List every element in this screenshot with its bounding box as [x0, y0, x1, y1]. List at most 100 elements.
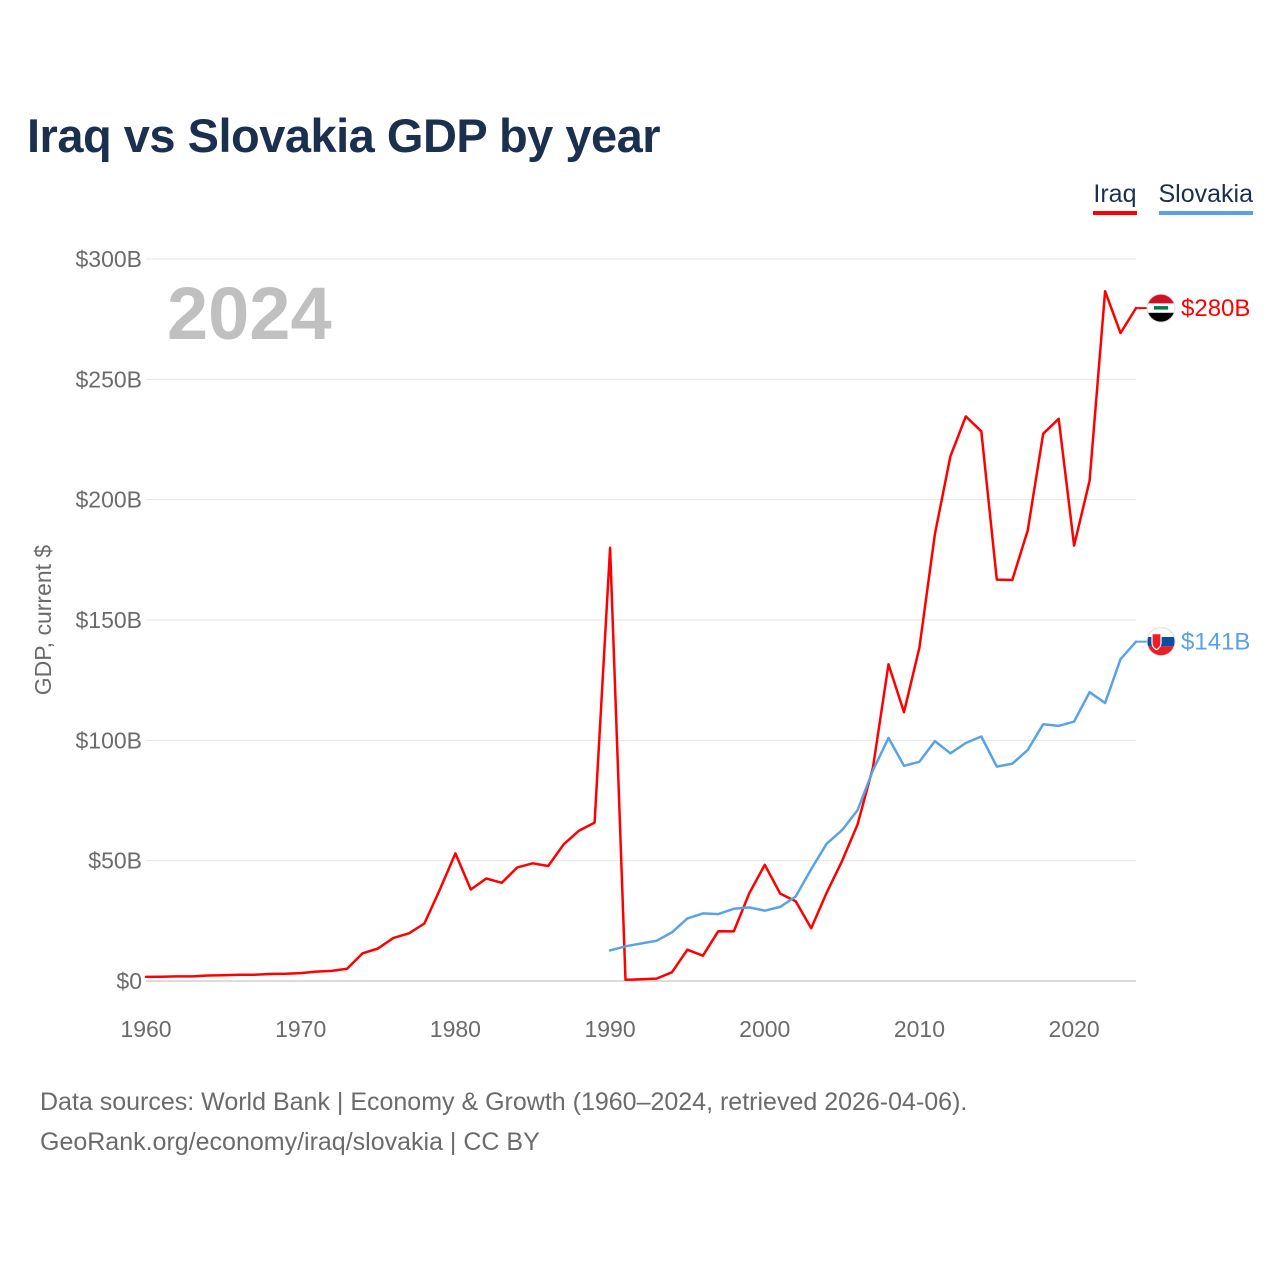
- data-point-iraq: [948, 454, 953, 459]
- data-point-iraq: [453, 851, 458, 856]
- legend-item-slovakia[interactable]: Slovakia: [1158, 180, 1253, 215]
- data-point-slovakia: [1056, 723, 1061, 728]
- data-point-iraq: [886, 662, 891, 667]
- data-point-slovakia: [762, 908, 767, 913]
- data-point-iraq: [422, 921, 427, 926]
- data-point-iraq: [406, 931, 411, 936]
- data-point-iraq: [778, 891, 783, 896]
- data-point-slovakia: [871, 768, 876, 773]
- data-point-iraq: [608, 545, 613, 550]
- data-point-iraq: [700, 953, 705, 958]
- source-line-2[interactable]: GeoRank.org/economy/iraq/slovakia | CC B…: [40, 1128, 540, 1156]
- data-point-iraq: [716, 929, 721, 934]
- data-point-iraq: [376, 946, 381, 951]
- data-point-slovakia: [855, 808, 860, 813]
- series-line-slovakia: [608, 640, 1138, 952]
- data-point-slovakia: [1072, 719, 1077, 724]
- data-point-iraq: [252, 972, 257, 977]
- legend-item-iraq[interactable]: Iraq: [1093, 180, 1137, 215]
- data-point-slovakia: [716, 912, 721, 917]
- data-point-iraq: [1041, 431, 1046, 436]
- data-point-iraq: [468, 887, 473, 892]
- data-point-iraq: [314, 969, 319, 974]
- data-point-iraq: [1010, 578, 1015, 583]
- data-point-slovakia: [932, 739, 937, 744]
- data-point-iraq: [793, 899, 798, 904]
- data-point-slovakia: [639, 941, 644, 946]
- data-point-iraq: [654, 976, 659, 981]
- series-lines: [144, 289, 1138, 982]
- data-point-iraq: [1056, 416, 1061, 421]
- data-point-iraq: [639, 977, 644, 982]
- data-point-slovakia: [731, 906, 736, 911]
- slovakia-flag-icon: [1146, 627, 1176, 657]
- data-point-iraq: [1087, 478, 1092, 483]
- data-point-iraq: [577, 828, 582, 833]
- y-tick-label: $100B: [75, 727, 142, 753]
- iraq-flag-icon: [1146, 293, 1176, 323]
- data-point-slovakia: [886, 735, 891, 740]
- y-tick-label: $300B: [75, 246, 142, 272]
- x-tick-label: 2010: [894, 1016, 945, 1042]
- data-point-iraq: [159, 974, 164, 979]
- data-point-slovakia: [700, 911, 705, 916]
- data-point-slovakia: [994, 764, 999, 769]
- y-axis-label: GDP, current $: [30, 545, 56, 696]
- data-point-iraq: [685, 947, 690, 952]
- data-point-iraq: [205, 973, 210, 978]
- data-point-iraq: [824, 890, 829, 895]
- data-point-iraq: [515, 865, 520, 870]
- data-point-iraq: [499, 880, 504, 885]
- data-point-slovakia: [948, 751, 953, 756]
- data-point-slovakia: [608, 948, 613, 953]
- data-point-slovakia: [669, 930, 674, 935]
- data-point-iraq: [731, 929, 736, 934]
- y-tick-label: $0: [116, 968, 142, 994]
- source-line-1: Data sources: World Bank | Economy & Gro…: [40, 1088, 968, 1116]
- data-point-iraq: [1072, 543, 1077, 548]
- data-point-iraq: [345, 966, 350, 971]
- gridlines: [146, 258, 1136, 982]
- data-point-iraq: [1025, 528, 1030, 533]
- data-point-iraq: [298, 971, 303, 976]
- year-watermark: 2024: [167, 272, 332, 355]
- data-point-slovakia: [685, 916, 690, 921]
- data-point-iraq: [360, 951, 365, 956]
- data-point-slovakia: [778, 904, 783, 909]
- legend: Iraq Slovakia: [1093, 180, 1253, 215]
- data-point-iraq: [267, 972, 272, 977]
- data-point-slovakia: [1025, 747, 1030, 752]
- source-note: Data sources: World Bank | Economy & Gro…: [40, 1082, 967, 1162]
- data-point-iraq: [963, 414, 968, 419]
- data-point-iraq: [484, 876, 489, 881]
- data-point-iraq: [190, 974, 195, 979]
- data-point-slovakia: [824, 841, 829, 846]
- data-point-slovakia: [979, 734, 984, 739]
- data-point-iraq: [855, 822, 860, 827]
- data-point-iraq: [762, 862, 767, 867]
- data-point-iraq: [1118, 331, 1123, 336]
- x-tick-label: 2020: [1049, 1016, 1100, 1042]
- data-point-slovakia: [1103, 701, 1108, 706]
- data-point-iraq: [932, 532, 937, 537]
- y-tick-label: $200B: [75, 487, 142, 513]
- data-point-iraq: [236, 972, 241, 977]
- data-point-iraq: [840, 858, 845, 863]
- data-point-slovakia: [1087, 690, 1092, 695]
- data-point-slovakia: [747, 905, 752, 910]
- data-point-slovakia: [963, 740, 968, 745]
- y-tick-label: $50B: [88, 848, 142, 874]
- page-title: Iraq vs Slovakia GDP by year: [27, 109, 661, 162]
- data-point-iraq: [546, 863, 551, 868]
- end-value-label-slovakia: $141B: [1181, 629, 1250, 656]
- data-point-iraq: [901, 710, 906, 715]
- series-line-iraq: [144, 289, 1138, 982]
- data-point-slovakia: [654, 938, 659, 943]
- data-point-slovakia: [1041, 722, 1046, 727]
- data-point-iraq: [623, 977, 628, 982]
- data-point-slovakia: [901, 763, 906, 768]
- data-point-iraq: [1103, 289, 1108, 294]
- x-tick-label: 1970: [275, 1016, 326, 1042]
- data-point-iraq: [561, 842, 566, 847]
- data-point-slovakia: [1118, 657, 1123, 662]
